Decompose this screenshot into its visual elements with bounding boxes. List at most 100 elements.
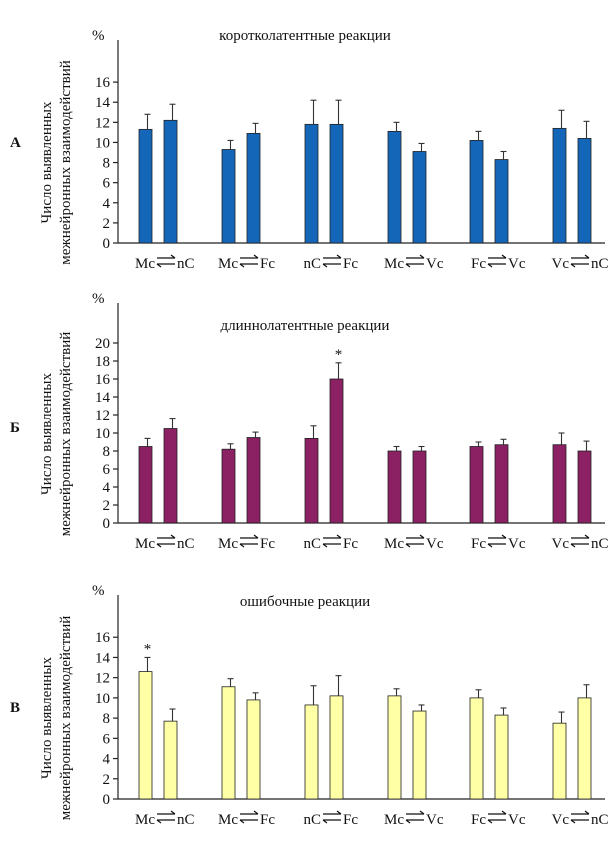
- category-label-right: Vc: [426, 812, 444, 828]
- y-tick-label: 14: [95, 650, 111, 666]
- bar: [577, 697, 592, 800]
- category-label-right: nC: [591, 812, 608, 828]
- bar: [246, 699, 261, 800]
- exchange-arrow-icon: [406, 534, 425, 539]
- bar: [138, 128, 153, 244]
- y-tick-label: 14: [95, 390, 111, 406]
- y-tick-label: 18: [95, 354, 110, 370]
- exchange-arrow-icon: [488, 254, 507, 259]
- exchange-arrow-icon: [487, 263, 506, 268]
- panel-letter: Б: [10, 420, 20, 436]
- category-label-right: Vc: [508, 812, 526, 828]
- category-label-left: Mc: [218, 256, 238, 272]
- category-label-right: Fc: [343, 256, 358, 272]
- bar: [246, 132, 261, 244]
- category-label-left: nC: [303, 256, 321, 272]
- bar: [469, 697, 484, 800]
- bar: [577, 450, 592, 524]
- bar: [494, 714, 509, 800]
- category-label-right: Fc: [343, 536, 358, 552]
- category-label-left: Mc: [384, 536, 404, 552]
- category-label-right: Vc: [508, 536, 526, 552]
- y-axis-label-line1: Число выявленных: [39, 373, 55, 495]
- chart-title: длиннолатентные реакции: [221, 318, 390, 334]
- category-label-left: Mc: [384, 812, 404, 828]
- exchange-arrow-icon: [487, 819, 506, 824]
- bar: [387, 450, 402, 524]
- category-label-left: Mc: [218, 812, 238, 828]
- category-label-left: Fc: [471, 256, 486, 272]
- y-tick-label: 16: [95, 75, 111, 91]
- bar: [246, 437, 261, 524]
- y-tick-label: 20: [95, 336, 110, 352]
- category-label-left: Vc: [552, 536, 570, 552]
- y-tick-label: 2: [103, 498, 111, 514]
- bar: [163, 428, 178, 524]
- bar: [412, 151, 427, 244]
- category-label-right: nC: [177, 536, 195, 552]
- bar: [329, 695, 344, 800]
- exchange-arrow-icon: [157, 254, 176, 259]
- y-tick-label: 10: [95, 426, 110, 442]
- exchange-arrow-icon: [239, 819, 258, 824]
- y-axis-label-line2: межнейронных взаимодействий: [58, 332, 74, 537]
- y-tick-label: 6: [103, 731, 111, 747]
- y-tick-label: 4: [103, 752, 111, 768]
- exchange-arrow-icon: [240, 254, 259, 259]
- category-label-left: nC: [303, 812, 321, 828]
- category-label-left: Mc: [135, 256, 155, 272]
- exchange-arrow-icon: [323, 810, 342, 815]
- y-tick-label: 16: [95, 630, 111, 646]
- bar: [469, 140, 484, 244]
- exchange-arrow-icon: [570, 543, 589, 548]
- y-tick-label: 12: [95, 671, 110, 687]
- category-label-right: nC: [591, 536, 608, 552]
- bar: [494, 444, 509, 524]
- y-tick-label: 6: [103, 176, 111, 192]
- exchange-arrow-icon: [322, 819, 341, 824]
- category-label-right: Vc: [508, 256, 526, 272]
- exchange-arrow-icon: [488, 534, 507, 539]
- y-tick-label: 2: [103, 216, 111, 232]
- exchange-arrow-icon: [156, 543, 175, 548]
- exchange-arrow-icon: [487, 543, 506, 548]
- category-label-right: Fc: [343, 812, 358, 828]
- bar: [552, 722, 567, 800]
- y-axis-label-line1: Число выявленных: [39, 101, 55, 223]
- y-tick-label: 8: [103, 156, 111, 172]
- exchange-arrow-icon: [406, 254, 425, 259]
- bar: [412, 710, 427, 800]
- exchange-arrow-icon: [405, 543, 424, 548]
- category-label-left: Mc: [384, 256, 404, 272]
- exchange-arrow-icon: [239, 263, 258, 268]
- bar: [221, 686, 236, 800]
- category-label-right: nC: [177, 256, 195, 272]
- exchange-arrow-icon: [239, 543, 258, 548]
- panel-letter: А: [10, 135, 21, 151]
- y-tick-label: 0: [103, 516, 111, 532]
- y-tick-label: 10: [95, 691, 110, 707]
- y-tick-label: 6: [103, 462, 111, 478]
- exchange-arrow-icon: [240, 810, 259, 815]
- bar: [387, 130, 402, 244]
- category-label-left: Fc: [471, 536, 486, 552]
- significance-star: *: [144, 641, 152, 657]
- y-tick-label: 12: [95, 115, 110, 131]
- y-tick-label: 8: [103, 711, 111, 727]
- exchange-arrow-icon: [405, 819, 424, 824]
- exchange-arrow-icon: [571, 534, 590, 539]
- exchange-arrow-icon: [157, 810, 176, 815]
- exchange-arrow-icon: [406, 810, 425, 815]
- y-axis-label-line2: межнейронных взаимодействий: [58, 616, 74, 821]
- y-axis-unit: %: [92, 583, 105, 599]
- bar: [329, 378, 344, 524]
- bar: [304, 437, 319, 524]
- category-label-right: nC: [591, 256, 608, 272]
- category-label-left: Mc: [135, 536, 155, 552]
- y-axis-label-line1: Число выявленных: [39, 657, 55, 779]
- exchange-arrow-icon: [156, 819, 175, 824]
- exchange-arrow-icon: [323, 254, 342, 259]
- category-label-left: Mc: [135, 812, 155, 828]
- bar: [304, 123, 319, 244]
